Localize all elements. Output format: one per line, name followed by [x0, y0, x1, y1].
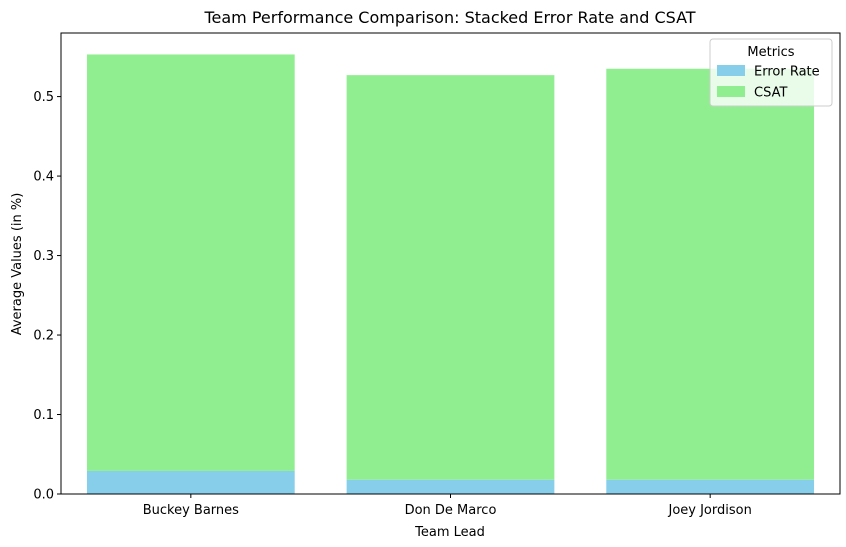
y-tick-label: 0.0 — [33, 488, 54, 503]
y-tick-label: 0.5 — [33, 90, 54, 105]
axes-frame — [60, 32, 841, 495]
bar-error-rate-1 — [346, 479, 555, 494]
y-tick-label: 0.3 — [33, 249, 54, 264]
x-tick-label: Don De Marco — [405, 503, 497, 518]
y-axis-label: Average Values (in %) — [10, 193, 25, 336]
legend-label: Error Rate — [754, 65, 820, 80]
legend-swatch — [717, 65, 745, 76]
x-tick-label: Buckey Barnes — [143, 503, 239, 518]
y-tick-label: 0.4 — [33, 170, 54, 185]
plot-area: Buckey Barnes Don De Marco Joey Jordison 0.… — [33, 32, 841, 518]
bar-csat-1 — [346, 75, 555, 480]
legend-title: Metrics — [747, 45, 794, 60]
x-axis-label: Team Lead — [414, 525, 485, 540]
x-tick-label: Joey Jordison — [667, 503, 751, 518]
bar-error-rate-2 — [606, 479, 815, 494]
chart-title: Team Performance Comparison: Stacked Err… — [203, 8, 695, 27]
legend-swatch — [717, 86, 745, 97]
y-tick-label: 0.1 — [33, 408, 54, 423]
bar-csat-0 — [86, 54, 295, 471]
y-tick-label: 0.2 — [33, 329, 54, 344]
bar-csat-2 — [606, 68, 815, 480]
bar-error-rate-0 — [86, 470, 295, 494]
legend-label: CSAT — [754, 86, 787, 101]
legend: Metrics Error Rate CSAT — [709, 38, 833, 107]
